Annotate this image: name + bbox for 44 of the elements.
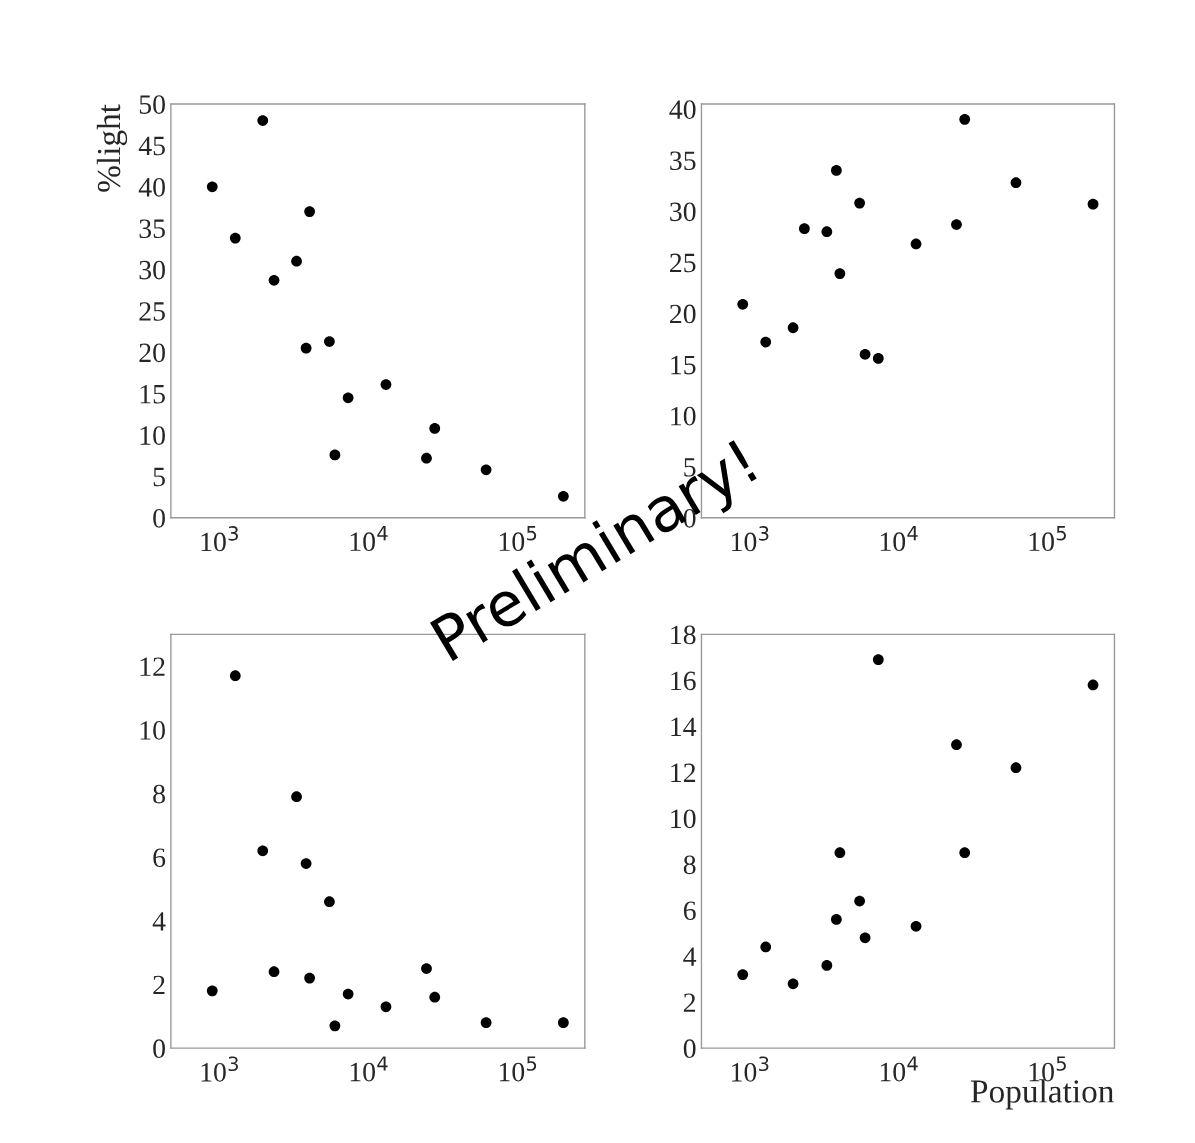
x-tick-label: 10$^{5}$: [1029, 526, 1066, 552]
y-axis-title: %light: [96, 104, 128, 192]
y-tick-label: 30: [670, 202, 696, 222]
y-tick-label: 14: [671, 717, 697, 736]
y-tick-label: 35: [139, 219, 165, 239]
x-tick-label: 10$^{4}$: [350, 526, 388, 552]
y-tick-label: 25: [139, 302, 165, 321]
y-tick-label: 12: [671, 763, 696, 782]
y-tick-label: 25: [670, 253, 696, 273]
y-tick-label: 15: [140, 384, 165, 404]
y-tick-label: 4: [683, 947, 697, 966]
y-tick-label: 20: [139, 343, 165, 363]
x-tick-label: 10$^{4}$: [350, 1056, 388, 1082]
y-tick-label: 6: [153, 848, 166, 868]
x-tick-label: 10$^{4}$: [880, 1056, 918, 1082]
x-tick-label: 10$^{3}$: [732, 1056, 769, 1082]
y-tick-label: 16: [671, 671, 696, 691]
y-tick-label: 15: [671, 355, 696, 375]
y-tick-label: 2: [683, 993, 696, 1012]
y-tick-label: 4: [152, 912, 166, 931]
x-tick-label: 10$^{3}$: [201, 526, 238, 552]
y-tick-label: 35: [670, 151, 696, 171]
y-tick-label: 10: [671, 406, 696, 426]
y-tick-label: 5: [153, 467, 165, 487]
y-tick-label: 0: [153, 508, 165, 528]
x-tick-label: 10$^{5}$: [499, 1056, 537, 1082]
y-tick-label: 45: [138, 136, 165, 156]
x-tick-label: 10$^{3}$: [201, 1056, 238, 1082]
y-tick-label: 40: [669, 100, 696, 120]
y-tick-label: 2: [153, 975, 165, 995]
y-tick-label: 8: [153, 784, 165, 804]
x-tick-label: 10$^{4}$: [880, 526, 918, 552]
y-tick-label: 10: [140, 721, 165, 740]
y-tick-label: 8: [683, 855, 696, 875]
y-tick-label: 40: [138, 177, 165, 197]
y-tick-label: 0: [683, 1039, 696, 1059]
y-tick-label: 50: [139, 95, 165, 114]
y-tick-label: 10: [671, 809, 696, 829]
y-tick-label: 30: [139, 260, 165, 280]
y-tick-label: 0: [153, 1039, 165, 1059]
y-tick-label: 6: [683, 901, 696, 921]
y-tick-label: 12: [140, 657, 165, 676]
y-tick-label: 20: [670, 304, 696, 324]
y-tick-label: 10: [140, 426, 165, 445]
